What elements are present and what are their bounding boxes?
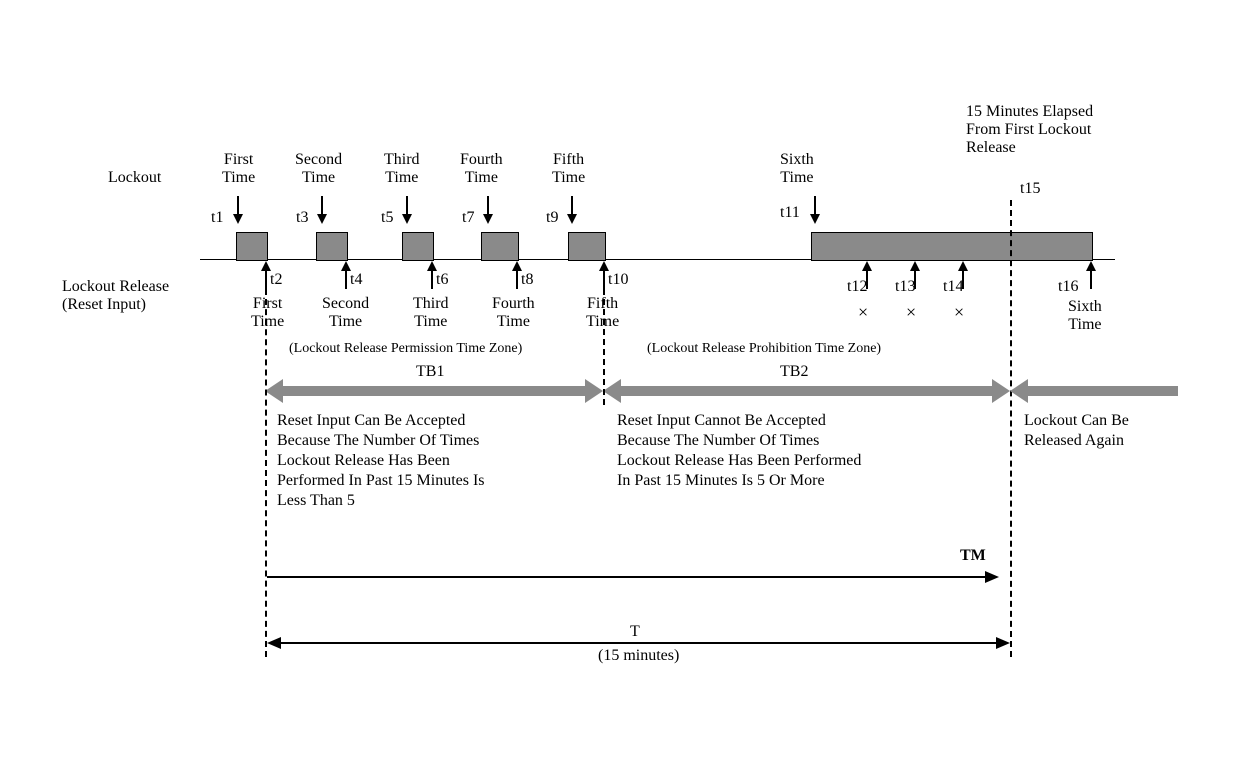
x-icon: × <box>906 302 916 323</box>
tb2-desc: Reset Input Cannot Be Accepted Because T… <box>617 411 861 491</box>
release-t4: t4 <box>350 271 362 289</box>
lockout-ordinal-1: First Time <box>222 151 255 187</box>
lockout-block-3 <box>402 232 434 261</box>
chevron-right-icon <box>585 379 603 403</box>
arrow-up-icon <box>862 261 872 271</box>
arrow-up-icon <box>345 271 347 289</box>
arrow-up-icon <box>1090 271 1092 289</box>
chevron-left-icon <box>1010 379 1028 403</box>
dash-line-start <box>265 289 267 657</box>
dash-line-mid <box>603 289 605 405</box>
release-ordinal-4: Fourth Time <box>492 295 535 331</box>
arrow-up-icon <box>1086 261 1096 271</box>
release-t10: t10 <box>608 271 628 289</box>
arrow-up-icon <box>427 261 437 271</box>
arrow-down-icon <box>810 214 820 224</box>
arrow-up-icon <box>512 261 522 271</box>
tb2-name: TB2 <box>780 363 808 381</box>
lockout-t1: t1 <box>211 209 223 227</box>
release-t2: t2 <box>270 271 282 289</box>
tb1-name: TB1 <box>416 363 444 381</box>
arrow-down-icon <box>233 214 243 224</box>
lockout-block-2 <box>316 232 348 261</box>
arrow-up-icon <box>431 271 433 289</box>
tm-line <box>267 576 985 578</box>
dash-line-t15 <box>1010 200 1012 657</box>
arrow-left-icon <box>267 637 281 649</box>
t15-label: t15 <box>1020 180 1040 198</box>
row-label-lockout: Lockout <box>108 169 161 187</box>
lockout-ordinal-4: Fourth Time <box>460 151 503 187</box>
lockout-t11: t11 <box>780 204 800 222</box>
arrow-down-icon <box>317 214 327 224</box>
lockout-ordinal-3: Third Time <box>384 151 420 187</box>
arrow-up-icon <box>599 261 609 271</box>
arrow-down-icon <box>814 196 816 214</box>
arrow-down-icon <box>321 196 323 214</box>
tb1-paren: (Lockout Release Permission Time Zone) <box>289 341 522 357</box>
release-t6: t6 <box>436 271 448 289</box>
after-bar <box>1028 386 1178 396</box>
arrow-up-icon <box>603 271 605 289</box>
lockout-t5: t5 <box>381 209 393 227</box>
after-desc: Lockout Can Be Released Again <box>1024 411 1129 451</box>
lockout-block-6 <box>811 232 1093 261</box>
arrow-down-icon <box>237 196 239 214</box>
arrow-up-icon <box>261 261 271 271</box>
lockout-ordinal-5: Fifth Time <box>552 151 585 187</box>
arrow-down-icon <box>487 196 489 214</box>
chevron-left-icon <box>603 379 621 403</box>
arrow-down-icon <box>567 214 577 224</box>
reject-t12: t12 <box>847 278 867 296</box>
x-icon: × <box>858 302 868 323</box>
lockout-block-5 <box>568 232 606 261</box>
arrow-up-icon <box>958 261 968 271</box>
chevron-left-icon <box>265 379 283 403</box>
arrow-down-icon <box>402 214 412 224</box>
arrow-up-icon <box>516 271 518 289</box>
release-t8: t8 <box>521 271 533 289</box>
arrow-right-icon <box>996 637 1010 649</box>
release-ordinal-3: Third Time <box>413 295 449 331</box>
release-ordinal-2: Second Time <box>322 295 369 331</box>
t-paren: (15 minutes) <box>598 647 679 665</box>
t-label: T <box>630 623 640 641</box>
t-line <box>281 642 996 644</box>
reject-t14: t14 <box>943 278 963 296</box>
lockout-block-4 <box>481 232 519 261</box>
lockout-t7: t7 <box>462 209 474 227</box>
arrow-down-icon <box>571 196 573 214</box>
release-ordinal-1: First Time <box>251 295 284 331</box>
lockout-t3: t3 <box>296 209 308 227</box>
chevron-right-icon <box>992 379 1010 403</box>
t16-ordinal: Sixth Time <box>1068 298 1102 334</box>
top-note: 15 Minutes Elapsed From First Lockout Re… <box>966 103 1093 157</box>
row-label-release: Lockout Release (Reset Input) <box>62 278 169 314</box>
arrow-up-icon <box>265 271 267 289</box>
arrow-down-icon <box>483 214 493 224</box>
lockout-t9: t9 <box>546 209 558 227</box>
tb1-bar <box>283 386 585 396</box>
tm-label: TM <box>960 547 986 565</box>
arrow-up-icon <box>341 261 351 271</box>
arrow-up-icon <box>910 261 920 271</box>
reject-t13: t13 <box>895 278 915 296</box>
arrow-down-icon <box>406 196 408 214</box>
x-icon: × <box>954 302 964 323</box>
arrow-right-icon <box>985 571 999 583</box>
lockout-block-1 <box>236 232 268 261</box>
t16-label: t16 <box>1058 278 1078 296</box>
tb2-paren: (Lockout Release Prohibition Time Zone) <box>647 341 881 357</box>
lockout-ordinal-6: Sixth Time <box>780 151 814 187</box>
tb2-bar <box>621 386 992 396</box>
tb1-desc: Reset Input Can Be Accepted Because The … <box>277 411 485 511</box>
lockout-ordinal-2: Second Time <box>295 151 342 187</box>
